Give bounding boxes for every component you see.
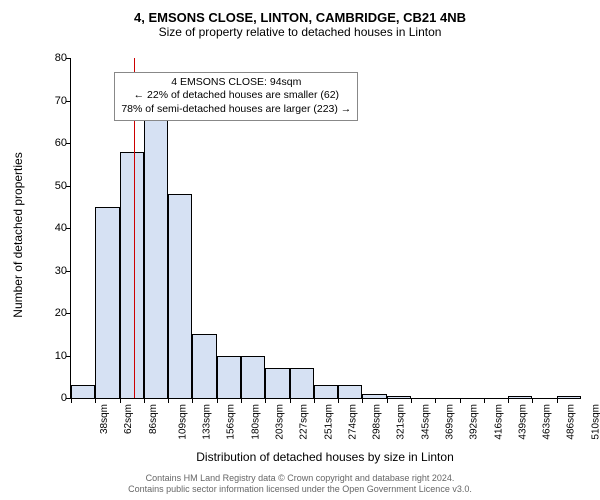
histogram-bar [314, 385, 338, 398]
x-tick-label: 321sqm [396, 404, 407, 440]
y-tick-label: 50 [41, 180, 67, 192]
x-tick-label: 62sqm [123, 404, 134, 434]
x-tick-label: 439sqm [517, 404, 528, 440]
histogram-bar [120, 152, 144, 399]
chart-title: 4, EMSONS CLOSE, LINTON, CAMBRIDGE, CB21… [10, 10, 590, 25]
x-tick-label: 298sqm [372, 404, 383, 440]
annotation-line: ← 22% of detached houses are smaller (62… [121, 89, 351, 103]
histogram-bar [265, 368, 289, 398]
x-tick-label: 203sqm [275, 404, 286, 440]
histogram-bar [71, 385, 95, 398]
histogram-bar [217, 356, 241, 399]
histogram-bar [168, 194, 192, 398]
y-tick-label: 80 [41, 52, 67, 64]
chart-subtitle: Size of property relative to detached ho… [10, 25, 590, 39]
y-axis-label: Number of detached properties [11, 135, 25, 335]
histogram-bar [338, 385, 362, 398]
footer-line-1: Contains HM Land Registry data © Crown c… [0, 473, 600, 485]
footer-attribution: Contains HM Land Registry data © Crown c… [0, 473, 600, 496]
x-tick-label: 251sqm [323, 404, 334, 440]
histogram-bar [508, 396, 532, 398]
x-tick-label: 86sqm [148, 404, 159, 434]
y-tick-label: 10 [41, 350, 67, 362]
histogram-bar [241, 356, 265, 399]
histogram-bar [144, 113, 168, 398]
y-tick-label: 20 [41, 307, 67, 319]
x-tick-label: 416sqm [493, 404, 504, 440]
x-tick-label: 180sqm [250, 404, 261, 440]
histogram-bar [192, 334, 216, 398]
plot-area: 0102030405060708038sqm62sqm86sqm109sqm13… [70, 58, 581, 399]
x-tick-label: 510sqm [590, 404, 600, 440]
y-tick-label: 0 [41, 392, 67, 404]
x-tick-label: 463sqm [542, 404, 553, 440]
histogram-bar [557, 396, 581, 398]
x-tick-label: 156sqm [226, 404, 237, 440]
x-tick-label: 274sqm [347, 404, 358, 440]
annotation-line: 78% of semi-detached houses are larger (… [121, 103, 351, 117]
chart-container: 4, EMSONS CLOSE, LINTON, CAMBRIDGE, CB21… [10, 10, 590, 490]
annotation-line: 4 EMSONS CLOSE: 94sqm [121, 76, 351, 90]
y-tick-label: 60 [41, 137, 67, 149]
histogram-bar [362, 394, 386, 398]
x-tick-label: 486sqm [566, 404, 577, 440]
y-tick-label: 70 [41, 95, 67, 107]
histogram-bar [387, 396, 411, 398]
x-tick-label: 369sqm [445, 404, 456, 440]
x-tick-label: 133sqm [202, 404, 213, 440]
x-tick-label: 227sqm [299, 404, 310, 440]
x-axis-label: Distribution of detached houses by size … [70, 450, 580, 464]
y-tick-label: 30 [41, 265, 67, 277]
histogram-bar [95, 207, 119, 398]
x-tick-label: 38sqm [99, 404, 110, 434]
x-tick-label: 109sqm [177, 404, 188, 440]
histogram-bar [290, 368, 314, 398]
annotation-box: 4 EMSONS CLOSE: 94sqm← 22% of detached h… [114, 72, 358, 121]
y-tick-label: 40 [41, 222, 67, 234]
x-tick-label: 345sqm [420, 404, 431, 440]
x-tick-label: 392sqm [469, 404, 480, 440]
footer-line-2: Contains public sector information licen… [0, 484, 600, 496]
